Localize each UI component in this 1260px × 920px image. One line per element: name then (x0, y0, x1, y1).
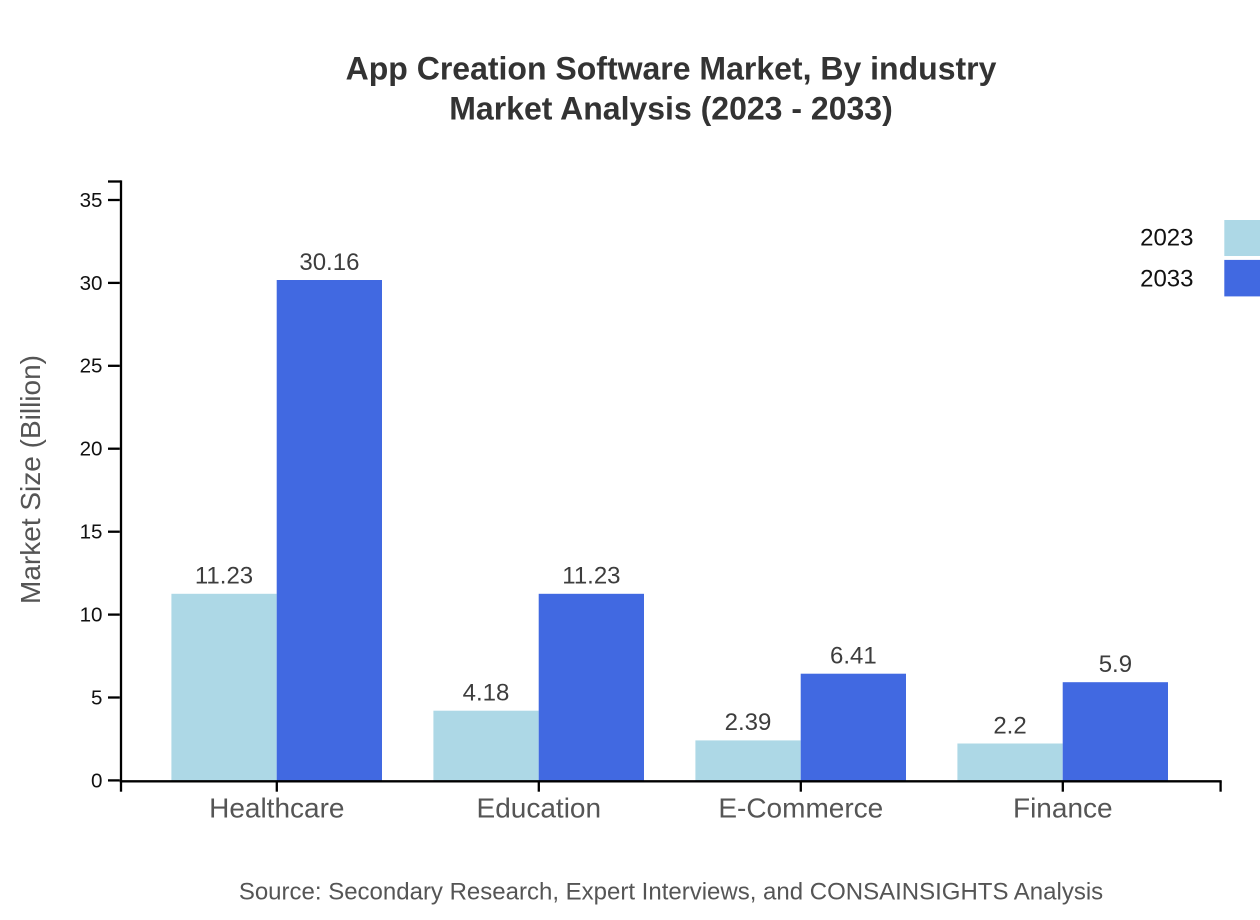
svg-text:5: 5 (91, 686, 102, 709)
svg-text:30.16: 30.16 (299, 249, 359, 276)
svg-text:Finance: Finance (1013, 792, 1113, 823)
svg-text:Market Size (Billion): Market Size (Billion) (15, 355, 46, 604)
svg-text:11.23: 11.23 (195, 563, 253, 590)
svg-text:4.18: 4.18 (463, 680, 510, 707)
svg-text:Source: Secondary Research, Ex: Source: Secondary Research, Expert Inter… (239, 878, 1103, 905)
svg-text:2023: 2023 (1140, 225, 1193, 252)
svg-text:20: 20 (80, 438, 103, 461)
svg-text:E-Commerce: E-Commerce (718, 792, 883, 823)
svg-text:2.39: 2.39 (725, 709, 772, 736)
svg-text:2.2: 2.2 (993, 713, 1026, 740)
svg-text:2033: 2033 (1140, 265, 1193, 292)
svg-text:10: 10 (80, 604, 103, 627)
svg-text:11.23: 11.23 (562, 563, 620, 590)
svg-text:15: 15 (80, 521, 103, 544)
svg-text:0: 0 (91, 769, 102, 792)
svg-text:Education: Education (477, 792, 602, 823)
svg-text:35: 35 (80, 189, 103, 212)
svg-text:App Creation Software Market,: App Creation Software Market, By industr… (346, 51, 997, 87)
svg-text:Healthcare: Healthcare (209, 792, 344, 823)
svg-text:5.9: 5.9 (1099, 651, 1132, 678)
svg-text:Market Analysis (2023 - 2033): Market Analysis (2023 - 2033) (449, 90, 893, 126)
svg-text:25: 25 (80, 355, 103, 378)
svg-text:6.41: 6.41 (830, 643, 877, 670)
svg-text:30: 30 (80, 272, 103, 295)
